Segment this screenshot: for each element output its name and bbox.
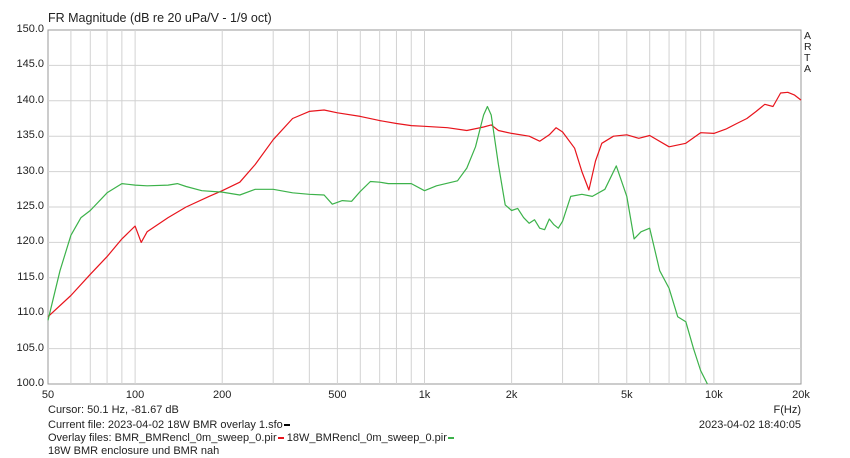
brand-label: ARTA [804, 30, 812, 75]
x-tick-label: 5k [620, 389, 633, 401]
overlay-files-line: Overlay files: BMR_BMRencl_0m_sweep_0.pi… [48, 432, 454, 444]
x-tick-label: 20k [792, 389, 810, 401]
x-axis-label: F(Hz) [773, 404, 802, 416]
y-tick-label: 145.0 [16, 58, 44, 71]
x-tick-label: 1k [418, 389, 431, 401]
y-tick-label: 100.0 [16, 377, 44, 389]
y-tick-label: 140.0 [16, 93, 44, 106]
x-tick-label: 500 [328, 389, 347, 401]
x-tick-label: 2k [505, 389, 518, 401]
series-line-2 [47, 105, 708, 385]
current-file-swatch [283, 424, 290, 427]
timestamp: 2023-04-02 18:40:05 [698, 419, 801, 431]
y-tick-label: 135.0 [16, 129, 44, 142]
chart-title: FR Magnitude (dB re 20 uPa/V - 1/9 oct) [48, 11, 272, 25]
comment-line: 18W BMR enclosure und BMR nah [48, 445, 220, 457]
current-file-text: Current file: 2023-04-02 18W BMR overlay… [48, 419, 283, 431]
series-line-1 [47, 91, 802, 318]
overlay-swatch-green [447, 437, 454, 440]
y-tick-label: 130.0 [16, 164, 44, 177]
x-tick-label: 100 [125, 389, 145, 401]
overlay-swatch-red [277, 437, 284, 440]
y-tick-label: 120.0 [16, 235, 44, 248]
y-tick-label: 105.0 [16, 341, 44, 354]
x-tick-label: 10k [705, 389, 723, 401]
cursor-readout: Cursor: 50.1 Hz, -81.67 dB [48, 404, 179, 416]
y-tick-label: 150.0 [16, 23, 44, 35]
x-tick-label: 50 [41, 389, 55, 401]
y-tick-label: 110.0 [17, 306, 44, 319]
overlay-file-1: Overlay files: BMR_BMRencl_0m_sweep_0.pi… [48, 432, 277, 444]
current-file-line: Current file: 2023-04-02 18W BMR overlay… [48, 419, 290, 431]
overlay-file-2: 18W_BMRencl_0m_sweep_0.pir [286, 432, 447, 444]
y-tick-label: 125.0 [16, 200, 44, 212]
x-tick-label: 200 [213, 389, 232, 401]
y-tick-label: 115.0 [17, 270, 44, 283]
